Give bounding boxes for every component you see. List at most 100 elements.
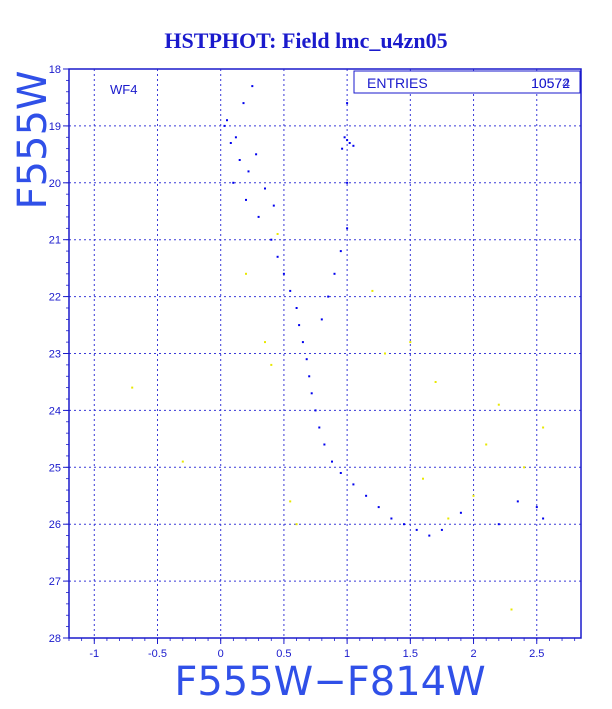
data-point — [270, 363, 273, 366]
y-tick-label: 27 — [49, 576, 61, 588]
data-point — [255, 153, 258, 156]
data-point — [327, 295, 330, 298]
data-point — [352, 483, 355, 486]
stats-box: ENTRIES 10572 10574 — [353, 70, 581, 94]
data-point — [403, 523, 405, 526]
stats-entries-label: ENTRIES — [367, 75, 428, 91]
data-point — [339, 472, 342, 474]
axis-ticks: -1 -0.5 0 0.5 1 1.5 2 2.5 18 19 20 21 22 23 24 25 26 27 28 — [49, 64, 576, 660]
data-point — [305, 358, 308, 361]
data-point — [310, 392, 313, 395]
data-point — [323, 443, 326, 446]
data-point — [282, 272, 285, 275]
data-point — [428, 534, 431, 537]
data-point — [510, 608, 513, 611]
y-tick-label: 19 — [49, 121, 61, 133]
data-point — [245, 198, 247, 201]
data-point — [131, 386, 134, 389]
data-point — [289, 289, 292, 292]
y-tick-label: 28 — [49, 633, 61, 645]
data-point — [497, 523, 500, 526]
data-point — [472, 494, 475, 497]
data-point — [247, 170, 250, 173]
data-point — [346, 102, 349, 105]
x-tick-label: 2 — [470, 648, 476, 660]
data-point — [264, 341, 266, 344]
data-point — [415, 528, 418, 531]
data-point — [341, 147, 344, 150]
data-point — [422, 477, 424, 480]
x-tick-label: 2.5 — [529, 648, 544, 660]
chart-title: HSTPHOT: Field lmc_u4zn05 — [164, 28, 447, 53]
data-point — [242, 102, 245, 105]
x-tick-label: 0 — [218, 648, 224, 660]
data-point — [384, 352, 386, 355]
data-point — [298, 324, 301, 327]
y-tick-label: 25 — [49, 462, 61, 474]
data-point — [234, 136, 237, 139]
data-point — [301, 341, 304, 344]
data-point — [289, 500, 292, 503]
y-tick-label: 18 — [49, 64, 61, 76]
data-points — [131, 85, 545, 611]
data-point — [523, 466, 526, 469]
x-tick-label: -1 — [89, 648, 99, 660]
data-point — [371, 289, 374, 292]
data-point — [232, 181, 235, 184]
data-point — [459, 511, 462, 514]
panel-label: WF4 — [110, 82, 137, 97]
y-tick-label: 23 — [49, 349, 61, 361]
data-point — [276, 233, 279, 235]
data-point — [339, 250, 342, 253]
data-point — [276, 255, 279, 258]
y-axis-label: F555W — [10, 71, 56, 210]
data-point — [320, 318, 323, 321]
stats-entries-value-overlay: 10574 — [531, 75, 570, 91]
data-point — [331, 460, 333, 463]
y-tick-label: 22 — [49, 292, 61, 304]
data-point — [333, 272, 336, 275]
data-point — [251, 85, 254, 88]
data-point — [238, 159, 241, 161]
data-point — [223, 124, 226, 127]
data-point — [346, 181, 349, 184]
y-tick-label: 20 — [49, 178, 61, 190]
data-point — [229, 142, 232, 144]
data-point — [542, 517, 545, 520]
stats-entries-value: 10572 — [531, 75, 570, 91]
data-point — [226, 119, 228, 122]
data-point — [270, 238, 273, 241]
x-axis-label: F555W−F814W — [174, 659, 485, 705]
x-tick-label: 0.5 — [276, 648, 291, 660]
x-tick-label: -0.5 — [148, 648, 167, 660]
data-point — [346, 227, 349, 230]
data-point — [497, 403, 500, 406]
data-point — [308, 375, 311, 378]
data-point — [318, 426, 321, 429]
data-point — [390, 517, 393, 520]
data-point — [245, 272, 247, 275]
data-point — [295, 307, 298, 309]
data-point — [348, 142, 351, 144]
grid — [69, 69, 581, 638]
data-point — [365, 494, 368, 497]
x-tick-label: 1 — [344, 648, 350, 660]
data-point — [346, 139, 349, 142]
data-point — [447, 517, 450, 520]
data-point — [542, 426, 545, 429]
data-point — [295, 523, 298, 526]
y-tick-label: 26 — [49, 519, 61, 531]
data-point — [352, 144, 355, 147]
data-point — [516, 500, 519, 503]
data-point — [409, 341, 412, 344]
data-point — [264, 187, 266, 190]
data-point — [181, 460, 184, 463]
data-point — [343, 136, 346, 139]
data-point — [377, 506, 380, 509]
x-tick-label: 1.5 — [403, 648, 418, 660]
y-tick-label: 24 — [49, 405, 61, 417]
data-point — [314, 409, 317, 412]
data-point — [440, 528, 443, 531]
